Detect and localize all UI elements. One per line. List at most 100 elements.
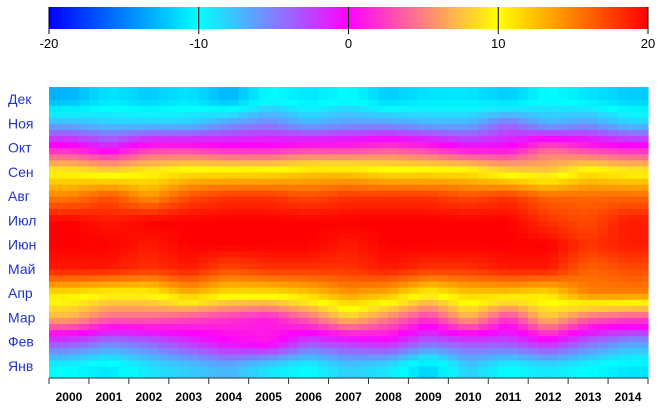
heatmap-subcell bbox=[148, 262, 160, 270]
heatmap-subcell bbox=[518, 147, 529, 155]
heatmap-subcell bbox=[518, 232, 529, 240]
heatmap-subcell bbox=[478, 135, 489, 143]
heatmap-subcell bbox=[238, 371, 250, 379]
heatmap-subcell bbox=[398, 365, 409, 373]
x-tick-label: 2011 bbox=[495, 390, 521, 404]
heatmap-subcell bbox=[278, 220, 290, 228]
heatmap-cell bbox=[49, 305, 90, 331]
heatmap-subcell bbox=[168, 129, 180, 137]
heatmap-subcell bbox=[578, 317, 589, 325]
heatmap-subcell bbox=[58, 123, 70, 131]
heatmap-cell bbox=[128, 208, 170, 234]
heatmap-cell bbox=[328, 256, 370, 282]
heatmap-subcell bbox=[558, 281, 569, 288]
heatmap-subcell bbox=[558, 341, 569, 349]
heatmap-subcell bbox=[208, 129, 220, 137]
heatmap-subcell bbox=[598, 214, 609, 221]
heatmap-subcell bbox=[318, 293, 330, 300]
heatmap-subcell bbox=[438, 214, 449, 221]
heatmap-subcell bbox=[478, 274, 489, 282]
heatmap-subcell bbox=[118, 220, 130, 228]
heatmap-subcell bbox=[548, 135, 559, 143]
heatmap-subcell bbox=[558, 153, 569, 161]
heatmap-subcell bbox=[248, 214, 260, 221]
heatmap-subcell bbox=[578, 329, 589, 337]
heatmap-subcell bbox=[128, 147, 140, 155]
heatmap-subcell bbox=[58, 274, 70, 282]
heatmap-subcell bbox=[558, 347, 569, 355]
heatmap-subcell bbox=[588, 305, 599, 312]
heatmap-subcell bbox=[638, 268, 649, 276]
heatmap-subcell bbox=[248, 262, 260, 270]
heatmap-subcell bbox=[188, 335, 200, 343]
heatmap-subcell bbox=[338, 184, 350, 191]
heatmap-subcell bbox=[178, 293, 190, 300]
heatmap-subcell bbox=[538, 171, 549, 179]
heatmap-subcell bbox=[558, 196, 569, 203]
heatmap-subcell bbox=[49, 371, 60, 379]
heatmap-cell bbox=[368, 184, 409, 209]
heatmap-subcell bbox=[538, 232, 549, 240]
heatmap-subcell bbox=[608, 165, 619, 173]
heatmap-subcell bbox=[148, 299, 160, 306]
heatmap-subcell bbox=[268, 220, 280, 228]
heatmap-subcell bbox=[488, 184, 499, 191]
heatmap-subcell bbox=[158, 87, 170, 94]
heatmap-subcell bbox=[418, 159, 429, 167]
heatmap-cell bbox=[488, 159, 529, 185]
heatmap-subcell bbox=[158, 359, 170, 367]
heatmap-subcell bbox=[408, 323, 419, 331]
heatmap-subcell bbox=[128, 117, 140, 124]
heatmap-subcell bbox=[238, 244, 250, 252]
heatmap-subcell bbox=[178, 111, 190, 118]
heatmap-subcell bbox=[308, 129, 320, 137]
heatmap-subcell bbox=[518, 165, 529, 173]
heatmap-subcell bbox=[328, 93, 340, 100]
heatmap-subcell bbox=[308, 135, 320, 143]
heatmap-cell bbox=[49, 135, 90, 161]
heatmap-subcell bbox=[148, 135, 160, 143]
heatmap-subcell bbox=[348, 323, 360, 331]
heatmap-cell bbox=[488, 305, 529, 331]
heatmap-subcell bbox=[228, 190, 240, 197]
heatmap-subcell bbox=[378, 256, 390, 264]
heatmap-subcell bbox=[538, 111, 549, 118]
heatmap-subcell bbox=[378, 323, 390, 331]
heatmap-subcell bbox=[98, 129, 110, 137]
heatmap-cell bbox=[448, 305, 489, 331]
heatmap-subcell bbox=[88, 226, 100, 234]
heatmap-subcell bbox=[258, 135, 270, 143]
heatmap-subcell bbox=[418, 268, 429, 276]
heatmap-subcell bbox=[78, 147, 90, 155]
heatmap-subcell bbox=[518, 293, 529, 300]
heatmap-subcell bbox=[598, 177, 609, 185]
heatmap-subcell bbox=[618, 129, 629, 137]
colorbar-tick-label: 20 bbox=[641, 36, 655, 51]
heatmap-subcell bbox=[118, 347, 130, 355]
heatmap-subcell bbox=[368, 177, 380, 185]
heatmap-subcell bbox=[368, 347, 380, 355]
heatmap-subcell bbox=[398, 171, 409, 179]
heatmap-subcell bbox=[638, 147, 649, 155]
heatmap-subcell bbox=[328, 202, 340, 209]
heatmap-subcell bbox=[348, 135, 360, 143]
heatmap-subcell bbox=[418, 281, 429, 288]
heatmap-subcell bbox=[468, 244, 479, 252]
heatmap-subcell bbox=[88, 335, 100, 343]
heatmap-subcell bbox=[508, 184, 519, 191]
heatmap-subcell bbox=[208, 268, 220, 276]
heatmap-subcell bbox=[478, 262, 489, 270]
heatmap-subcell bbox=[49, 359, 60, 367]
heatmap-subcell bbox=[458, 190, 469, 197]
heatmap-subcell bbox=[238, 99, 250, 106]
heatmap-subcell bbox=[108, 93, 120, 100]
heatmap-subcell bbox=[148, 341, 160, 349]
heatmap-cell bbox=[208, 281, 250, 306]
heatmap-subcell bbox=[588, 347, 599, 355]
heatmap-subcell bbox=[508, 250, 519, 258]
heatmap-subcell bbox=[378, 87, 390, 94]
heatmap-subcell bbox=[138, 214, 150, 221]
heatmap-subcell bbox=[338, 305, 350, 312]
heatmap-subcell bbox=[448, 359, 459, 367]
heatmap-subcell bbox=[49, 256, 60, 264]
